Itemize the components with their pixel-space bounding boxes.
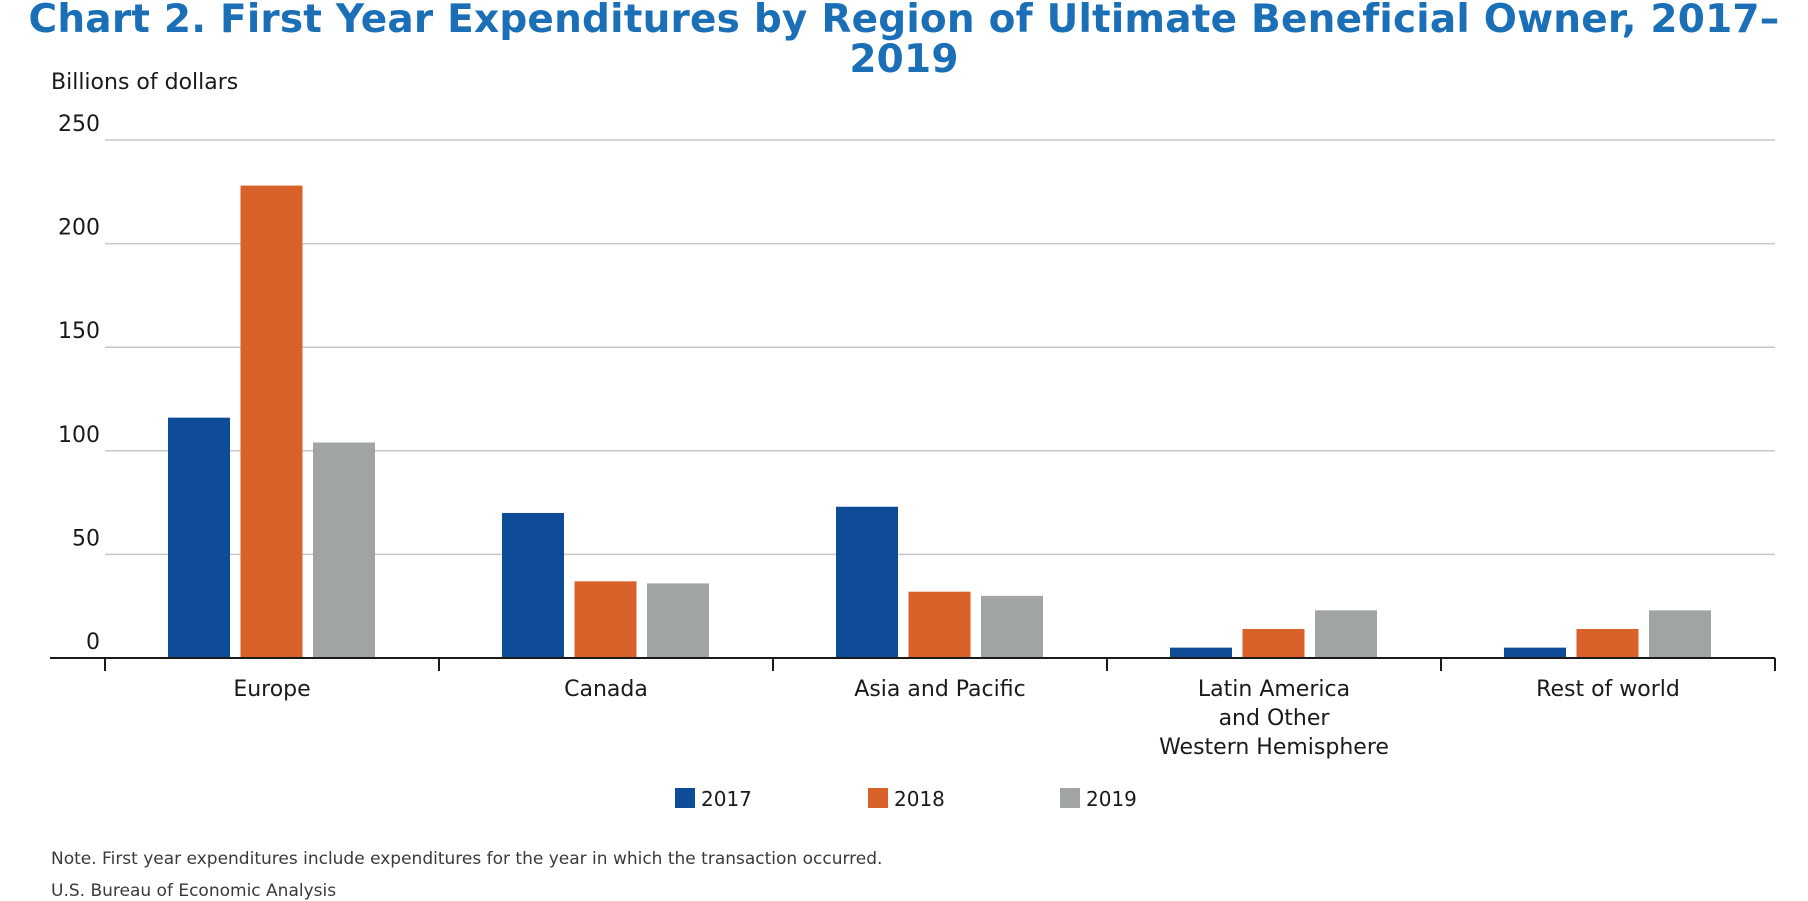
chart-note: Note. First year expenditures include ex… — [51, 849, 883, 869]
x-tick-label: Rest of world — [1536, 677, 1680, 702]
legend: 2017 2018 2019 — [675, 787, 1137, 811]
x-tick-label: Europe — [233, 677, 310, 702]
x-tick-label-line: Canada — [564, 677, 648, 702]
bar-2019 — [1315, 610, 1377, 658]
bar-2018 — [908, 591, 971, 658]
chart-title: Chart 2. First Year Expenditures by Regi… — [28, 0, 1780, 82]
y-axis-title: Billions of dollars — [51, 70, 238, 95]
legend-swatch-2017 — [675, 788, 695, 808]
legend-swatch-2018 — [868, 788, 888, 808]
bar-2017 — [1504, 647, 1566, 658]
legend-label: 2018 — [894, 787, 945, 811]
legend-label: 2017 — [701, 787, 752, 811]
grid-layer: 0 50 100 150 200 250 — [58, 112, 1775, 655]
x-tick-label-line: Europe — [233, 677, 310, 702]
bar-2017 — [836, 506, 898, 658]
bar-2017 — [502, 512, 564, 658]
x-tick-label: Canada — [564, 677, 648, 702]
y-tick-label: 0 — [86, 630, 100, 655]
bar-2019 — [313, 442, 375, 658]
x-tick-label-line: and Other — [1219, 706, 1331, 731]
bar-2017 — [1170, 647, 1232, 658]
y-tick-label: 200 — [58, 216, 100, 241]
bar-2018 — [574, 581, 637, 658]
bar-2019 — [981, 595, 1043, 658]
x-tick-label: Latin America and Other Western Hemisphere — [1159, 677, 1389, 760]
axis-layer: Europe Canada Asia and Pacific Latin Americ… — [50, 657, 1776, 760]
x-tick-label-line: Asia and Pacific — [854, 677, 1025, 702]
y-tick-label: 250 — [58, 112, 100, 137]
x-tick-label-line: Rest of world — [1536, 677, 1680, 702]
legend-label: 2019 — [1086, 787, 1137, 811]
legend-swatch-2019 — [1060, 788, 1080, 808]
x-tick-label-line: Latin America — [1198, 677, 1350, 702]
source-note: U.S. Bureau of Economic Analysis — [51, 881, 337, 901]
bar-2019 — [1649, 610, 1711, 658]
bar-2017 — [168, 417, 230, 658]
bar-2018 — [1576, 628, 1639, 658]
bar-2019 — [647, 583, 709, 658]
bars-layer — [168, 185, 1711, 659]
x-tick-label-line: Western Hemisphere — [1159, 735, 1389, 760]
y-tick-label: 50 — [72, 526, 100, 551]
y-tick-label: 150 — [58, 319, 100, 344]
bar-2018 — [240, 185, 303, 659]
y-tick-label: 100 — [58, 423, 100, 448]
bar-2018 — [1242, 628, 1305, 658]
x-tick-label: Asia and Pacific — [854, 677, 1025, 702]
